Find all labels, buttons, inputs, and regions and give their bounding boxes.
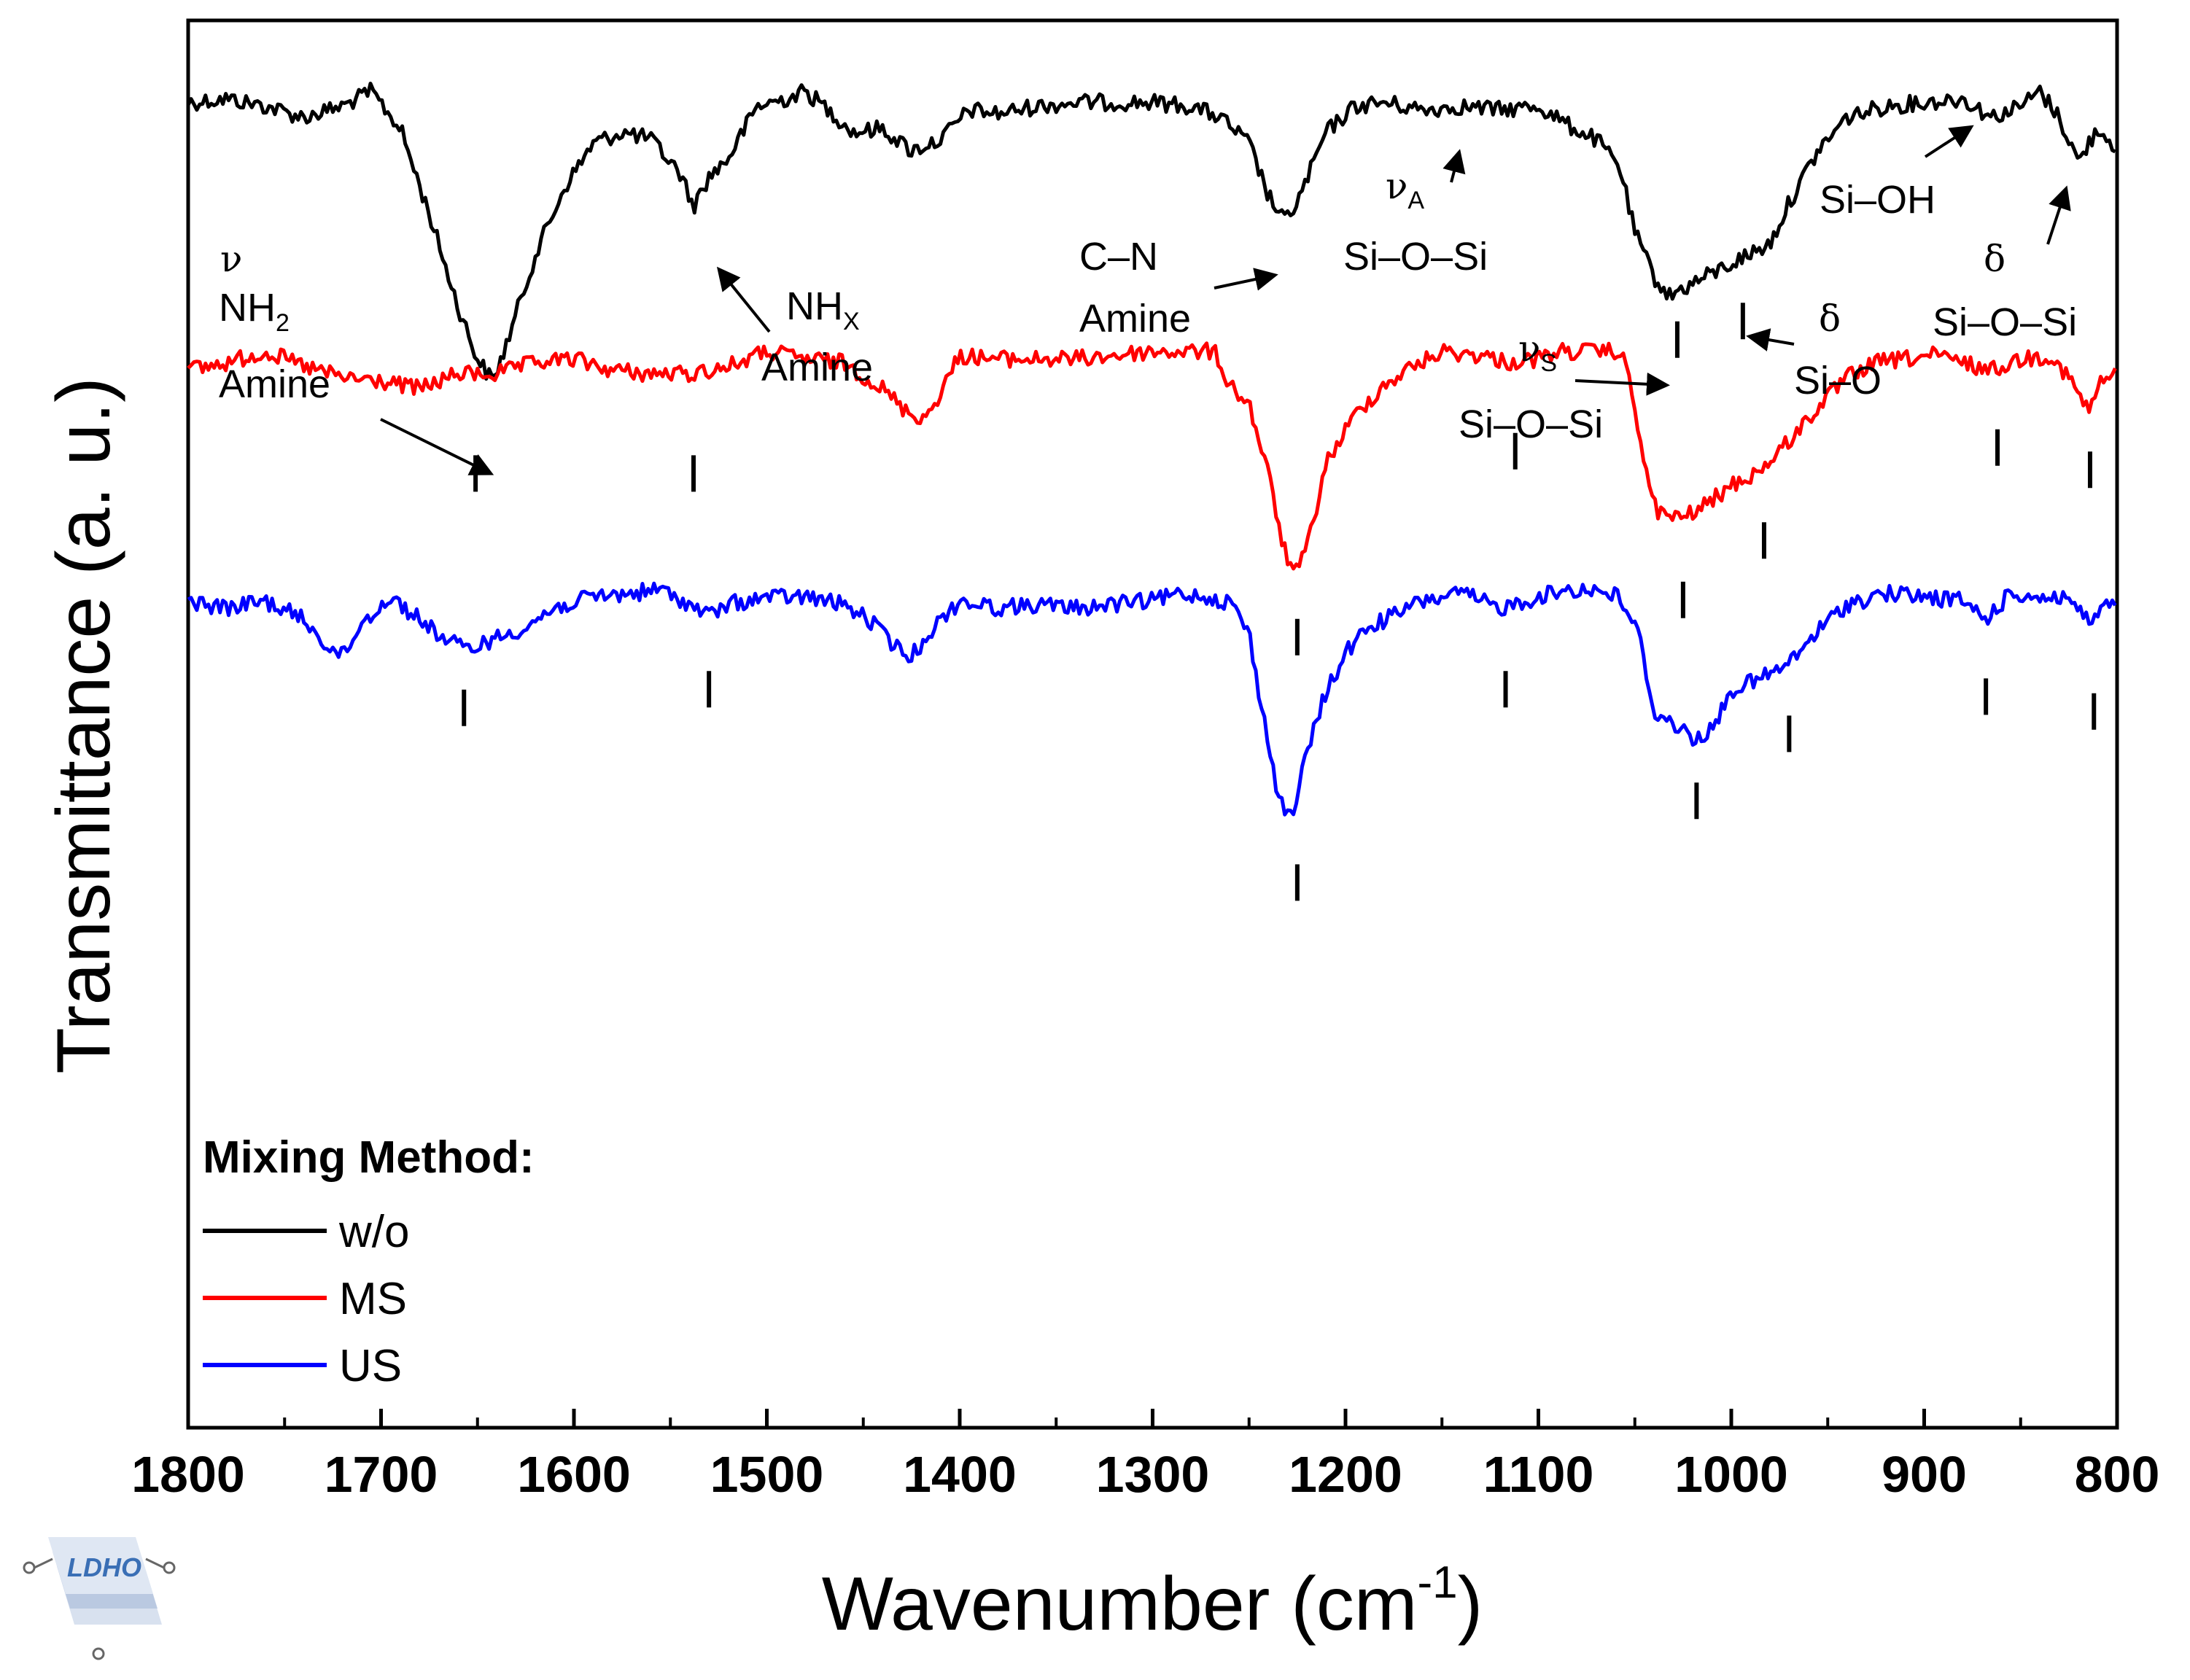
annotation-arrow	[716, 266, 771, 333]
annotation-label: Amine	[761, 346, 873, 389]
annotation-label: Amine	[219, 362, 330, 406]
annotation-arrow	[2046, 185, 2071, 245]
annotation-greek: δ	[1819, 298, 1841, 340]
annotation-label: Amine	[1079, 297, 1191, 341]
annotation-delta-siosi: δ Si–O–Si	[1933, 185, 2077, 344]
annotation-sioh: Si–OH	[1820, 125, 1974, 222]
annotation-nu-a: νA Si–O–Si	[1343, 149, 1488, 279]
annotation-label: NH2	[219, 286, 290, 337]
x-axis-labels: 1800 1700 1600 1500 1400 1300 1200 1100 1000 900 8…	[131, 1446, 2159, 1503]
legend-title: Mixing Method:	[203, 1132, 535, 1183]
legend-label-us: US	[339, 1341, 402, 1391]
annotation-nu-s: νS Si–O–Si	[1459, 327, 1670, 446]
x-tick-label: 1300	[1096, 1446, 1210, 1503]
series-layer	[186, 82, 2117, 817]
series-line-MS	[187, 341, 2117, 571]
annotation-arrow	[1924, 125, 1974, 158]
annotation-label: Si–OH	[1820, 178, 1935, 222]
x-axis-ticks	[186, 1409, 2119, 1428]
plot-frame	[186, 18, 2119, 1430]
legend-label-wo: w/o	[338, 1207, 409, 1257]
ldho-logo: LDHO	[23, 1537, 176, 1660]
series-line-wo	[186, 82, 2116, 381]
y-axis-title: Transmittance (a. u.)	[42, 377, 126, 1074]
annotation-label: Si–O–Si	[1343, 235, 1488, 279]
x-axis-title: Wavenumber (cm-1)	[822, 1558, 1483, 1646]
x-tick-label: 800	[2075, 1446, 2160, 1503]
series-line-US	[187, 581, 2117, 817]
x-tick-label: 1800	[131, 1446, 245, 1503]
legend: Mixing Method: w/o MS US	[203, 1132, 535, 1391]
x-tick-label: 1500	[710, 1446, 824, 1503]
x-tick-label: 1200	[1289, 1446, 1402, 1503]
annotation-greek: νS	[1518, 327, 1557, 377]
x-tick-label: 900	[1882, 1446, 1967, 1503]
annotation-nhx: NHX Amine	[716, 266, 873, 389]
annotation-greek: νA	[1386, 165, 1424, 214]
annotation-arrow	[380, 418, 494, 475]
logo-text: LDHO	[67, 1552, 141, 1582]
annotation-arrow	[1746, 328, 1795, 351]
annotation-label: C–N	[1079, 235, 1158, 279]
annotation-nh2: ν NH2 Amine	[219, 238, 494, 475]
annotation-arrow	[1214, 268, 1278, 291]
annotation-cn: C–N Amine	[1079, 235, 1278, 341]
legend-label-ms: MS	[339, 1274, 407, 1324]
x-tick-label: 1700	[325, 1446, 438, 1503]
annotation-greek: ν	[220, 238, 242, 280]
annotation-label: Si–O–Si	[1933, 300, 2077, 344]
annotation-arrow	[1442, 149, 1466, 183]
annotation-label: NHX	[786, 284, 860, 335]
x-tick-label: 1600	[517, 1446, 631, 1503]
x-tick-label: 1400	[903, 1446, 1017, 1503]
x-tick-label: 1100	[1483, 1446, 1594, 1503]
annotation-label: Si–O–Si	[1459, 402, 1603, 446]
x-tick-label: 1000	[1674, 1446, 1788, 1503]
annotation-label: Si–O	[1794, 359, 1882, 402]
annotation-arrow	[1574, 372, 1670, 396]
annotation-greek: δ	[1984, 238, 2005, 280]
annotation-delta-sio: δ Si–O	[1746, 298, 1882, 402]
